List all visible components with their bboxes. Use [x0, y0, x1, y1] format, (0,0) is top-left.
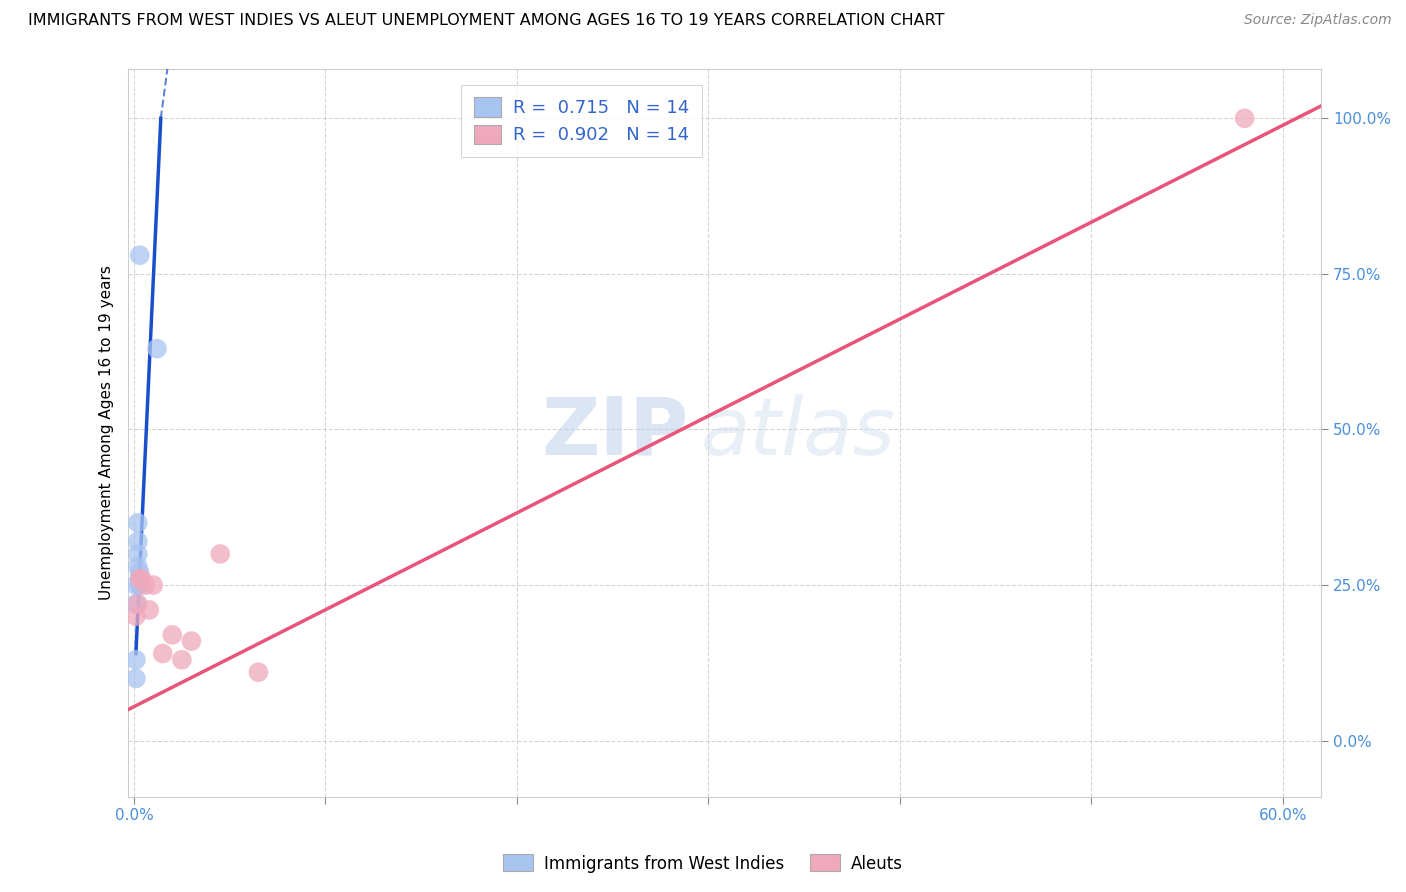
Point [127, 547, 149, 561]
Point [138, 603, 160, 617]
Legend: Immigrants from West Indies, Aleuts: Immigrants from West Indies, Aleuts [496, 847, 910, 880]
Point [1233, 112, 1256, 126]
Point [127, 559, 149, 574]
Y-axis label: Unemployment Among Ages 16 to 19 years: Unemployment Among Ages 16 to 19 years [100, 265, 114, 600]
Point [131, 572, 153, 586]
Point [134, 578, 156, 592]
Point [146, 342, 169, 356]
Point [128, 572, 150, 586]
Point [209, 547, 232, 561]
Point [125, 578, 148, 592]
Point [142, 578, 165, 592]
Point [127, 516, 149, 530]
Point [152, 647, 174, 661]
Point [125, 653, 148, 667]
Point [128, 578, 150, 592]
Point [127, 597, 149, 611]
Text: atlas: atlas [700, 393, 896, 472]
Point [128, 572, 150, 586]
Point [125, 672, 148, 686]
Point [125, 609, 148, 624]
Point [125, 597, 148, 611]
Point [247, 665, 270, 680]
Text: Source: ZipAtlas.com: Source: ZipAtlas.com [1244, 13, 1392, 28]
Point [128, 578, 150, 592]
Point [162, 628, 184, 642]
Text: IMMIGRANTS FROM WEST INDIES VS ALEUT UNEMPLOYMENT AMONG AGES 16 TO 19 YEARS CORR: IMMIGRANTS FROM WEST INDIES VS ALEUT UNE… [28, 13, 945, 29]
Point [128, 566, 150, 580]
Point [170, 653, 193, 667]
Point [127, 534, 149, 549]
Text: ZIP: ZIP [541, 393, 689, 472]
Point [128, 248, 150, 262]
Point [180, 634, 202, 648]
Legend: R =  0.715   N = 14, R =  0.902   N = 14: R = 0.715 N = 14, R = 0.902 N = 14 [461, 85, 702, 157]
